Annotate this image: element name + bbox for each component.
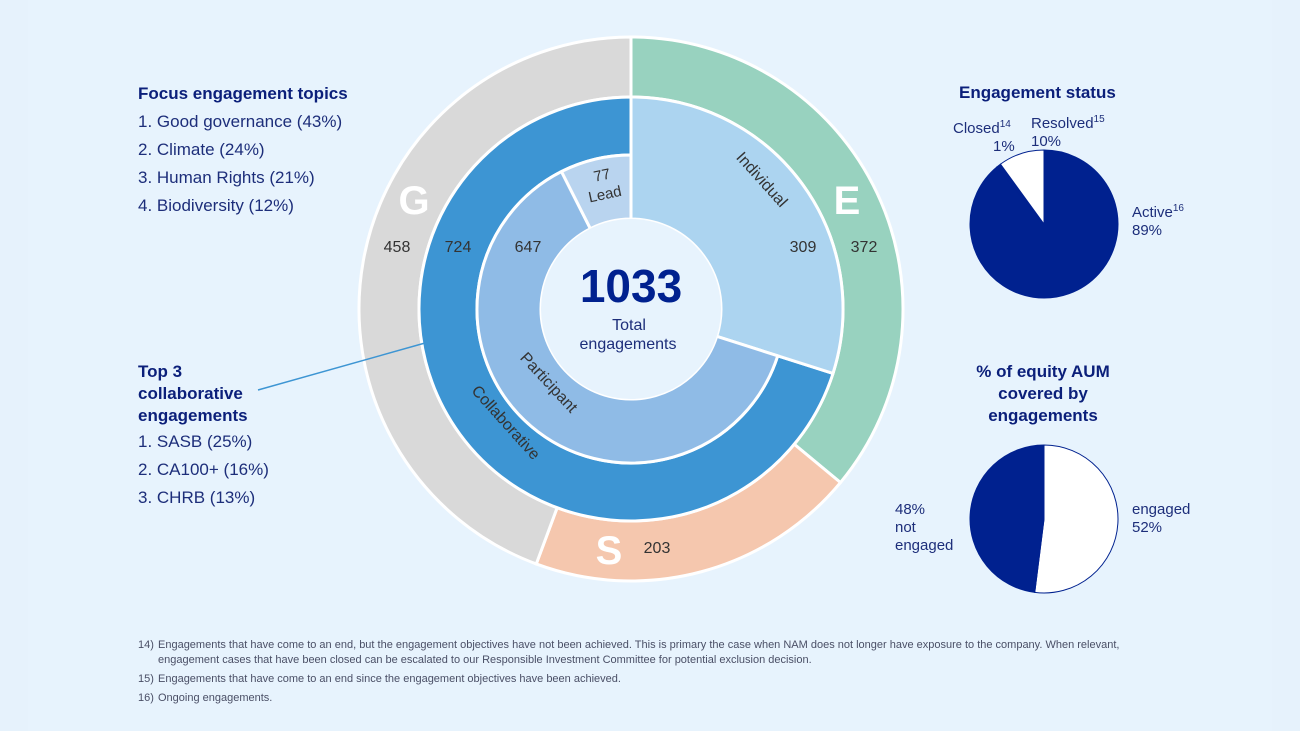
footnotes: 14) Engagements that have come to an end,… (138, 638, 1148, 710)
aum-engaged-label: engaged 52% (1132, 501, 1190, 537)
aum-heading-line: % of equity AUM (976, 362, 1110, 381)
collab-heading: Top 3 collaborative engagements (138, 361, 248, 427)
focus-topic-item: 4. Biodiversity (12%) (138, 196, 294, 215)
footnote-item: 15) Engagements that have come to an end … (138, 672, 1148, 687)
slice-not-engaged (969, 444, 1045, 593)
center-label-line1: Total (612, 317, 646, 334)
focus-topic-item: 3. Human Rights (21%) (138, 168, 315, 187)
status-heading: Engagement status (959, 83, 1116, 102)
active-pct: 89% (1132, 222, 1163, 239)
status-resolved-label: Resolved15 10% (1031, 111, 1105, 151)
center-label-line2: engagements (580, 336, 677, 353)
aum-not-engaged-line: not (895, 519, 916, 536)
collab-item: 2. CA100+ (16%) (138, 460, 269, 479)
collab-heading-line: collaborative (138, 384, 243, 403)
letter-S: S (596, 529, 623, 573)
footnote-text: Ongoing engagements. (158, 692, 273, 704)
resolved-label-text: Resolved (1031, 115, 1094, 132)
collab-connector-line (257, 342, 426, 391)
resolved-pct: 10% (1031, 133, 1062, 150)
value-G: 458 (384, 239, 411, 256)
collab-heading-line: engagements (138, 406, 248, 425)
letter-G: G (398, 179, 429, 223)
active-footnote-ref: 16 (1172, 203, 1184, 214)
status-active-label: Active16 89% (1132, 200, 1184, 240)
aum-engaged-line: 52% (1132, 519, 1163, 536)
focus-topics-list: 1. Good governance (43%) 2. Climate (24%… (138, 108, 342, 220)
closed-pct: 1% (993, 138, 1015, 155)
footnote-item: 16) Ongoing engagements. (138, 691, 1148, 706)
footnote-number: 14) (138, 639, 154, 651)
status-closed-label: Closed14 1% (953, 116, 1015, 156)
aum-heading-line: engagements (988, 406, 1098, 425)
value-E: 372 (851, 239, 878, 256)
resolved-footnote-ref: 15 (1093, 114, 1105, 125)
slice-engaged (1034, 444, 1119, 594)
collab-item: 3. CHRB (13%) (138, 488, 256, 507)
closed-label-text: Closed (953, 120, 1000, 137)
aum-pie-chart (969, 444, 1119, 594)
aum-not-engaged-label: 48% not engaged (895, 501, 953, 555)
footnote-number: 15) (138, 673, 154, 685)
focus-topic-item: 1. Good governance (43%) (138, 112, 343, 131)
footnote-number: 16) (138, 692, 154, 704)
collab-heading-line: Top 3 (138, 362, 183, 381)
value-S: 203 (644, 540, 671, 557)
letter-E: E (834, 179, 861, 223)
focus-topics-heading: Focus engagement topics (138, 84, 348, 103)
value-individual: 309 (790, 239, 817, 256)
donut-center (541, 219, 721, 399)
value-participant: 647 (515, 239, 542, 256)
aum-not-engaged-line: 48% (895, 501, 926, 518)
closed-footnote-ref: 14 (999, 119, 1011, 130)
slice-resolved (999, 149, 1045, 226)
aum-engaged-line: engaged (1132, 501, 1191, 518)
value-lead: 77 (592, 166, 612, 186)
slice-active (969, 149, 1119, 299)
active-label-text: Active (1132, 204, 1173, 221)
footnote-text: Engagements that have come to an end, bu… (158, 639, 1120, 666)
label-lead: Lead (587, 183, 623, 207)
status-pie-chart (969, 149, 1119, 299)
collab-list: 1. SASB (25%) 2. CA100+ (16%) 3. CHRB (1… (138, 428, 269, 512)
value-collaborative: 724 (445, 239, 472, 256)
aum-heading: % of equity AUM covered by engagements (962, 361, 1124, 427)
focus-topic-item: 2. Climate (24%) (138, 140, 265, 159)
aum-not-engaged-line: engaged (895, 537, 954, 554)
footnote-item: 14) Engagements that have come to an end,… (138, 638, 1148, 668)
collab-item: 1. SASB (25%) (138, 432, 253, 451)
center-total: 1033 (580, 260, 682, 312)
footnote-text: Engagements that have come to an end sin… (158, 673, 621, 685)
aum-heading-line: covered by (998, 384, 1088, 403)
